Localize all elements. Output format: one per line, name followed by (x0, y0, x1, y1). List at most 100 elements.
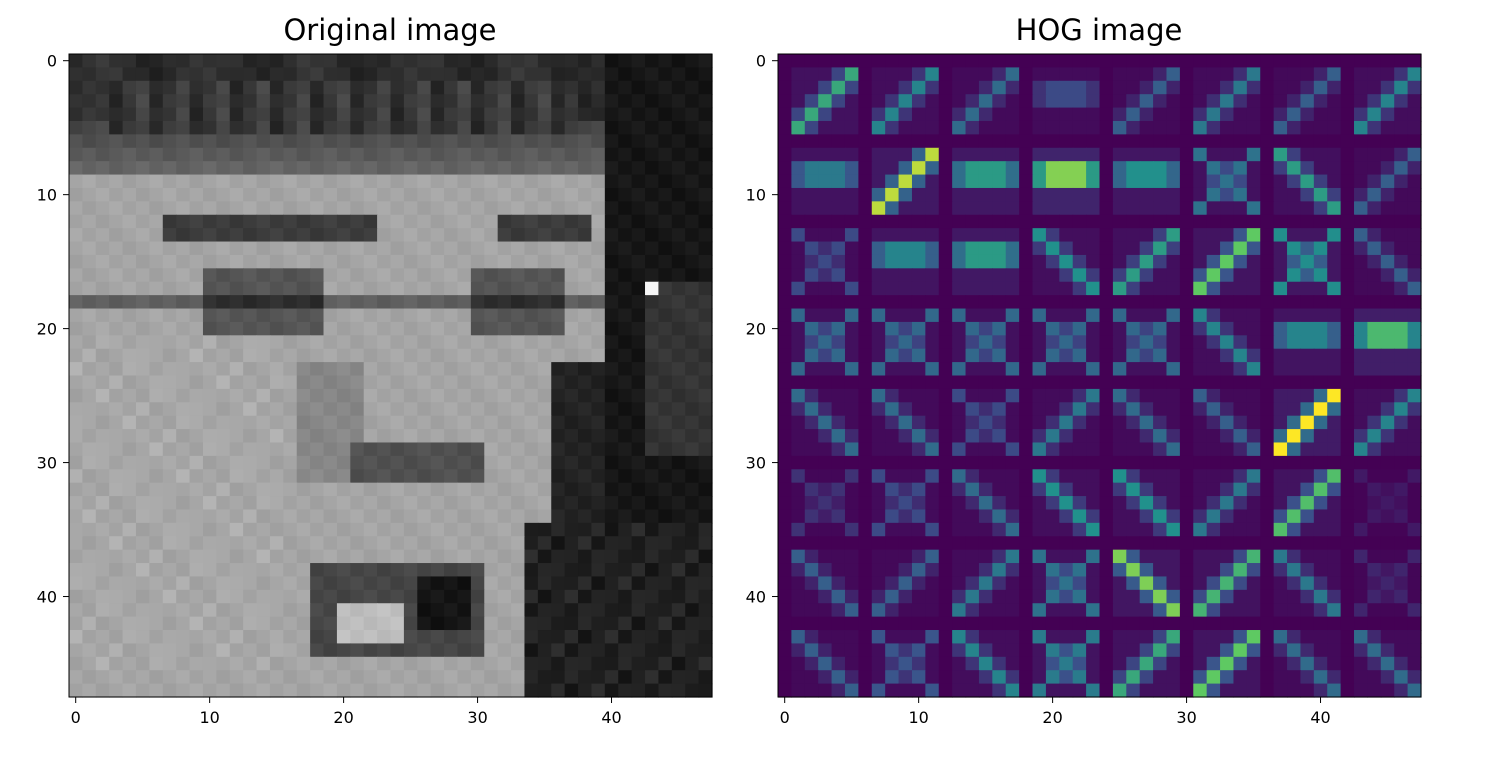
hog-pixel (1139, 388, 1154, 403)
hog-pixel (1086, 348, 1101, 363)
hog-pixel (1394, 362, 1409, 377)
hog-pixel (952, 67, 967, 82)
image-pixel (363, 241, 378, 256)
hog-pixel (1354, 482, 1369, 497)
hog-pixel (1112, 643, 1127, 658)
image-pixel (685, 362, 700, 377)
image-pixel (350, 522, 365, 537)
hog-pixel (831, 214, 846, 229)
hog-pixel (791, 402, 806, 417)
image-pixel (202, 549, 217, 564)
y-tick-label: 30 (746, 454, 766, 473)
image-pixel (95, 482, 110, 497)
image-pixel (122, 174, 137, 189)
hog-pixel (791, 321, 806, 336)
image-pixel (444, 522, 459, 537)
image-pixel (671, 348, 686, 363)
hog-pixel (1179, 241, 1194, 256)
image-pixel (417, 563, 432, 578)
image-pixel (377, 509, 392, 524)
image-pixel (176, 536, 191, 551)
hog-pixel (1273, 241, 1288, 256)
image-pixel (229, 522, 244, 537)
hog-pixel (978, 563, 993, 578)
image-pixel (243, 482, 258, 497)
hog-pixel (1287, 563, 1302, 578)
hog-pixel (1166, 683, 1181, 698)
image-pixel (216, 589, 231, 604)
image-pixel (444, 54, 459, 68)
hog-pixel (1300, 455, 1315, 470)
image-pixel (283, 469, 298, 484)
image-pixel (363, 616, 378, 631)
hog-pixel (1206, 616, 1221, 631)
image-pixel (511, 308, 526, 323)
image-pixel (82, 348, 97, 363)
hog-pixel (1166, 147, 1181, 162)
image-pixel (417, 496, 432, 511)
image-pixel (323, 496, 338, 511)
image-pixel (551, 616, 566, 631)
image-pixel (269, 161, 284, 176)
image-pixel (658, 254, 673, 269)
image-pixel (336, 536, 351, 551)
hog-pixel (1380, 522, 1395, 537)
hog-pixel (952, 174, 967, 189)
image-pixel (484, 362, 499, 377)
hog-pixel (1233, 228, 1248, 243)
image-pixel (109, 254, 124, 269)
image-pixel (430, 683, 445, 698)
image-pixel (444, 482, 459, 497)
hog-pixel (1032, 94, 1047, 109)
hog-pixel (1206, 455, 1221, 470)
hog-pixel (925, 415, 940, 430)
image-pixel (269, 442, 284, 457)
hog-pixel (1112, 161, 1127, 176)
image-pixel (269, 187, 284, 202)
image-pixel (524, 522, 539, 537)
image-pixel (484, 161, 499, 176)
image-pixel (149, 147, 164, 162)
hog-pixel (871, 94, 886, 109)
image-pixel (604, 616, 619, 631)
image-pixel (310, 643, 325, 658)
image-pixel (403, 348, 418, 363)
image-pixel (671, 469, 686, 484)
hog-pixel (1367, 308, 1382, 323)
hog-pixel (818, 603, 833, 618)
hog-pixel (1206, 469, 1221, 484)
image-pixel (202, 670, 217, 685)
image-pixel (323, 549, 338, 564)
hog-pixel (871, 254, 886, 269)
hog-pixel (831, 522, 846, 537)
hog-pixel (1246, 268, 1261, 283)
hog-pixel (1045, 522, 1060, 537)
hog-pixel (1059, 254, 1074, 269)
hog-pixel (992, 228, 1007, 243)
image-pixel (511, 268, 526, 283)
hog-pixel (1166, 120, 1181, 135)
hog-pixel (1380, 496, 1395, 511)
hog-pixel (1407, 496, 1422, 511)
image-pixel (229, 161, 244, 176)
image-pixel (685, 335, 700, 350)
image-pixel (229, 402, 244, 417)
image-pixel (618, 134, 633, 149)
image-pixel (551, 54, 566, 68)
hog-pixel (965, 563, 980, 578)
image-pixel (216, 174, 231, 189)
hog-pixel (1166, 375, 1181, 390)
hog-pixel (1072, 509, 1087, 524)
hog-pixel (1179, 134, 1194, 149)
hog-pixel (1019, 496, 1034, 511)
image-pixel (296, 563, 311, 578)
hog-pixel (1099, 455, 1114, 470)
image-pixel (551, 549, 566, 564)
image-pixel (417, 429, 432, 444)
image-pixel (336, 241, 351, 256)
hog-pixel (1260, 362, 1275, 377)
hog-pixel (1072, 214, 1087, 229)
hog-pixel (1153, 228, 1168, 243)
image-pixel (604, 375, 619, 390)
hog-pixel (911, 295, 926, 310)
